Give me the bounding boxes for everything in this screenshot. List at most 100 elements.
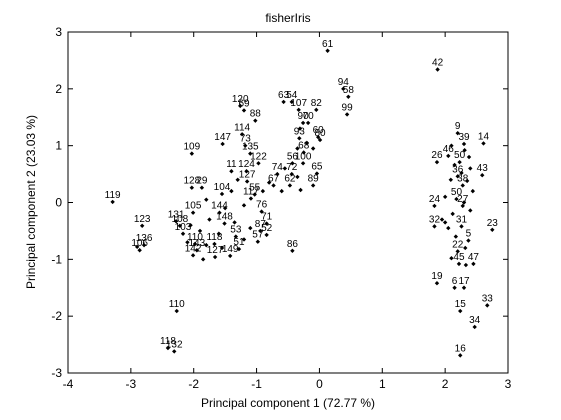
data-point-marker	[189, 185, 195, 190]
data-point-marker	[455, 174, 460, 179]
data-point-label: 109	[183, 142, 200, 153]
data-point-marker	[295, 146, 300, 151]
data-point-label: 147	[214, 132, 231, 143]
data-point-label: 135	[242, 142, 259, 153]
data-point-marker	[190, 253, 196, 258]
data-point-marker	[137, 248, 142, 253]
data-point-marker	[244, 179, 250, 184]
data-point-marker	[480, 173, 485, 178]
y-tick-label: 0	[55, 196, 62, 210]
data-point-marker	[434, 159, 440, 165]
data-point-marker	[180, 231, 186, 236]
data-point-marker	[190, 210, 196, 215]
data-point-marker	[456, 261, 462, 267]
data-point-marker	[310, 146, 316, 151]
data-point-marker	[233, 234, 239, 239]
data-point-marker	[275, 171, 280, 177]
data-point-label: 114	[234, 122, 250, 133]
data-point-label: 19	[431, 271, 443, 282]
data-point-label: 22	[452, 239, 464, 250]
data-point-marker	[281, 99, 286, 105]
data-point-marker	[253, 118, 258, 123]
data-point-marker	[141, 242, 147, 248]
data-point-label: 47	[468, 252, 480, 263]
data-point-marker	[139, 223, 145, 229]
data-point-marker	[189, 151, 195, 156]
data-point-marker	[165, 345, 171, 351]
data-point-marker	[282, 166, 288, 171]
data-point-label: 82	[311, 98, 323, 109]
data-point-marker	[297, 136, 302, 141]
data-point-label: 99	[342, 102, 354, 113]
data-point-label: 142	[185, 243, 202, 254]
data-point-marker	[455, 249, 460, 254]
data-point-label: 15	[455, 299, 467, 310]
data-point-label: 67	[268, 173, 280, 184]
data-point-label: 117	[243, 187, 259, 198]
data-point-label: 74	[272, 162, 284, 173]
data-point-marker	[173, 219, 179, 224]
data-point-label: 50	[451, 187, 463, 198]
y-tick-label: -2	[51, 309, 62, 323]
data-point-marker	[219, 191, 225, 197]
data-point-marker	[300, 161, 306, 166]
data-point-label: 29	[196, 176, 208, 187]
data-point-label: 16	[455, 343, 467, 354]
data-point-marker	[260, 188, 266, 194]
data-point-marker	[185, 240, 190, 245]
data-point-marker	[238, 103, 243, 109]
data-point-label: 14	[478, 131, 490, 142]
data-point-marker	[485, 303, 490, 308]
data-point-marker	[317, 137, 323, 143]
data-point-marker	[434, 281, 440, 286]
data-point-marker	[346, 94, 351, 99]
data-point-marker	[248, 151, 253, 156]
data-point-label: 9	[455, 121, 461, 132]
data-point-marker	[204, 242, 209, 248]
data-point-marker	[466, 238, 471, 243]
data-point-label: 110	[169, 299, 185, 310]
x-tick-label: -1	[251, 377, 262, 391]
data-point-marker	[490, 227, 495, 232]
data-point-label: 94	[338, 77, 350, 88]
data-point-label: 11	[226, 159, 237, 170]
data-point-label: 123	[134, 214, 151, 225]
x-tick-label: -2	[188, 377, 199, 391]
data-point-label: 73	[240, 134, 252, 145]
data-point-marker	[227, 253, 233, 259]
data-point-marker	[134, 244, 140, 250]
data-point-label: 39	[458, 132, 470, 143]
data-point-label: 42	[432, 58, 444, 69]
data-point-marker	[304, 140, 310, 146]
data-point-label: 71	[261, 212, 273, 223]
data-point-marker	[310, 183, 316, 188]
data-point-label: 100	[295, 151, 312, 162]
data-point-marker	[197, 228, 203, 234]
data-point-marker	[466, 154, 472, 160]
data-point-marker	[188, 223, 193, 228]
data-point-marker	[442, 220, 448, 225]
data-point-marker	[463, 245, 468, 251]
data-point-marker	[266, 180, 272, 185]
data-point-marker	[468, 166, 473, 171]
data-point-label: 70	[303, 111, 315, 122]
data-point-marker	[264, 221, 269, 226]
data-point-marker	[472, 324, 477, 330]
data-point-marker	[442, 194, 448, 200]
data-point-marker	[298, 187, 303, 193]
data-point-marker	[199, 185, 205, 190]
data-point-marker	[241, 203, 247, 208]
data-point-label: 89	[308, 173, 320, 184]
data-point-marker	[315, 134, 321, 140]
data-point-marker	[325, 48, 330, 53]
data-point-marker	[432, 203, 437, 209]
data-point-marker	[448, 177, 453, 182]
data-point-label: 105	[185, 201, 202, 212]
x-axis-ticks: -4 -3 -2 -1 0 1 2 3	[63, 32, 512, 391]
data-point-label: 61	[322, 39, 334, 50]
data-point-marker	[446, 153, 451, 159]
data-point-marker	[461, 141, 467, 147]
data-point-marker	[481, 141, 486, 146]
data-point-marker	[344, 112, 350, 117]
data-point-label: 60	[313, 125, 325, 136]
